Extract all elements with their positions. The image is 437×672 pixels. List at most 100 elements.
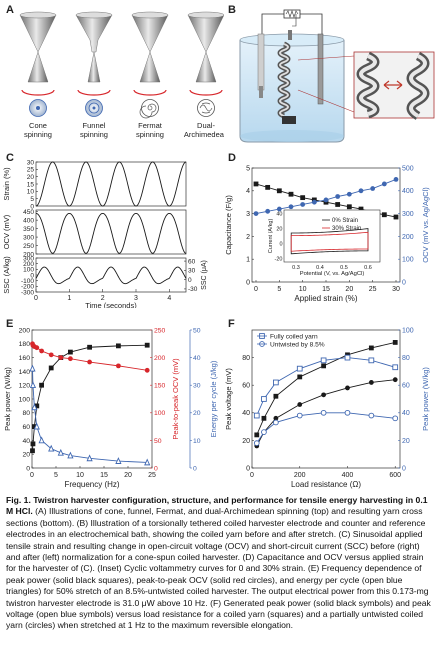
data-point [321,363,327,369]
tick-label: -100 [21,278,34,285]
tick-label: 25 [369,286,377,293]
tick-label: 2 [246,234,250,241]
tick-label: 10 [27,189,35,196]
data-point [31,403,38,411]
data-point [57,448,64,456]
data-point [261,429,267,435]
tick-label: 15 [100,472,108,479]
tick-label: 10 [76,472,84,479]
tick-label: 120 [19,383,31,390]
legend-label: 30% Strain [332,226,361,232]
fermat-spinning-illustration [131,11,169,119]
spinning-label-line: Funnel [83,121,106,130]
tick-label: 600 [389,472,401,479]
data-point [344,409,351,416]
data-point [273,419,279,426]
tick-label: 160 [19,355,31,362]
right-y-axis-label: OCV (mV vs. Ag/AgCl) [421,187,430,263]
spinning-illustrations: Cone spinning Funnel spinning Fermat spinni… [19,11,224,139]
tick-label: 5 [54,472,58,479]
data-point [392,415,399,422]
data-point [370,186,376,191]
cv-curve-30-strain [290,231,369,252]
tick-label: 80 [22,410,30,417]
tick-label: 0.5 [340,265,348,271]
data-point [323,197,329,203]
data-point [321,392,327,398]
data-point [38,436,45,444]
tick-label: 5 [246,165,250,172]
tick-label: 0 [402,279,406,286]
right-y-axis-label: SSC (μA) [201,260,208,290]
left-y-axis-label: Peak voltage (mV) [224,368,233,430]
tick-label: 300 [402,211,414,218]
tick-label: 500 [402,165,414,172]
tick-label: 20 [22,452,30,459]
tick-label: 100 [19,396,31,403]
x-axis-label: Applied strain (%) [294,294,357,303]
inset-x-axis-label: Potential (V, vs. Ag/AgCl) [300,271,365,277]
tick-label: 50 [154,438,162,445]
data-point [300,195,306,201]
panel-label-f: F [228,318,235,330]
tick-label: 200 [23,251,34,258]
tick-label: 1 [246,257,250,264]
data-point [273,393,279,399]
tick-label: -30 [188,286,198,293]
data-point [265,208,271,214]
x-axis-label: Frequency (Hz) [64,480,119,489]
tick-label: 100 [154,410,166,417]
data-point [320,409,327,416]
tick-label: 4 [167,295,171,302]
tick-label: 20 [193,410,201,417]
tick-label: 20 [242,438,250,445]
tick-label: 20 [124,472,132,479]
tick-label: 0 [279,241,282,247]
tick-label: 450 [23,209,34,216]
series-line [35,266,187,285]
tick-label: 0.4 [316,265,324,271]
tick-label: 0 [250,472,254,479]
data-point [116,343,121,349]
tick-label: 80 [402,355,410,362]
spinning-label-line: spinning [136,130,164,139]
tick-label: 250 [23,243,34,250]
caption-title: Fig. 1. Twistron harvester configuration… [6,495,428,517]
tick-label: 0.6 [364,265,372,271]
data-point [253,181,259,187]
tick-label: 0 [154,465,158,472]
figure-caption: Fig. 1. Twistron harvester configuration… [6,495,433,632]
tick-label: 25 [148,472,156,479]
panel-label-a: A [6,4,14,16]
tick-label: 400 [342,472,354,479]
tick-label: 200 [402,234,414,241]
data-point [346,204,352,210]
left-y-axis-label: Peak power (W/kg) [3,367,12,431]
tick-label: 0 [30,203,34,210]
data-point [358,206,364,212]
tick-label: 30 [392,286,400,293]
tick-label: 15 [322,286,330,293]
tick-label: 1 [67,295,71,302]
tick-label: 200 [19,327,31,334]
data-point [265,184,271,190]
tick-label: 2 [101,295,105,302]
series-line [255,178,397,215]
coil-zoom-before [356,51,380,119]
tick-label: 60 [402,383,410,390]
data-point [34,345,40,351]
data-point [261,415,267,421]
data-point [30,441,36,447]
y-axis-label: Strain (%) [2,167,11,201]
tick-label: 20 [402,438,410,445]
tick-label: 4 [246,188,250,195]
data-point [261,396,267,402]
data-point [30,448,35,454]
data-point [48,352,54,358]
coiled-yarn [277,41,291,119]
tick-label: 150 [154,383,166,390]
tick-label: 30 [193,383,201,390]
data-point [393,214,399,220]
tick-label: 0.3 [292,265,300,271]
tick-label: 350 [23,226,34,233]
